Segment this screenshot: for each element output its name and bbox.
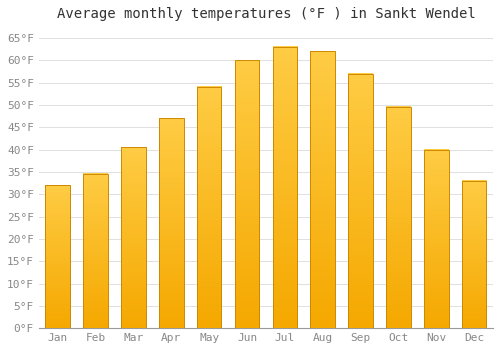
Bar	[424, 149, 448, 328]
Bar	[272, 47, 297, 328]
Bar	[197, 87, 222, 328]
Bar	[348, 74, 373, 328]
Title: Average monthly temperatures (°F ) in Sankt Wendel: Average monthly temperatures (°F ) in Sa…	[56, 7, 476, 21]
Bar	[234, 60, 260, 328]
Bar	[121, 147, 146, 328]
Bar	[159, 118, 184, 328]
Bar	[46, 185, 70, 328]
Bar	[84, 174, 108, 328]
Bar	[462, 181, 486, 328]
Bar	[386, 107, 410, 328]
Bar	[310, 51, 335, 328]
